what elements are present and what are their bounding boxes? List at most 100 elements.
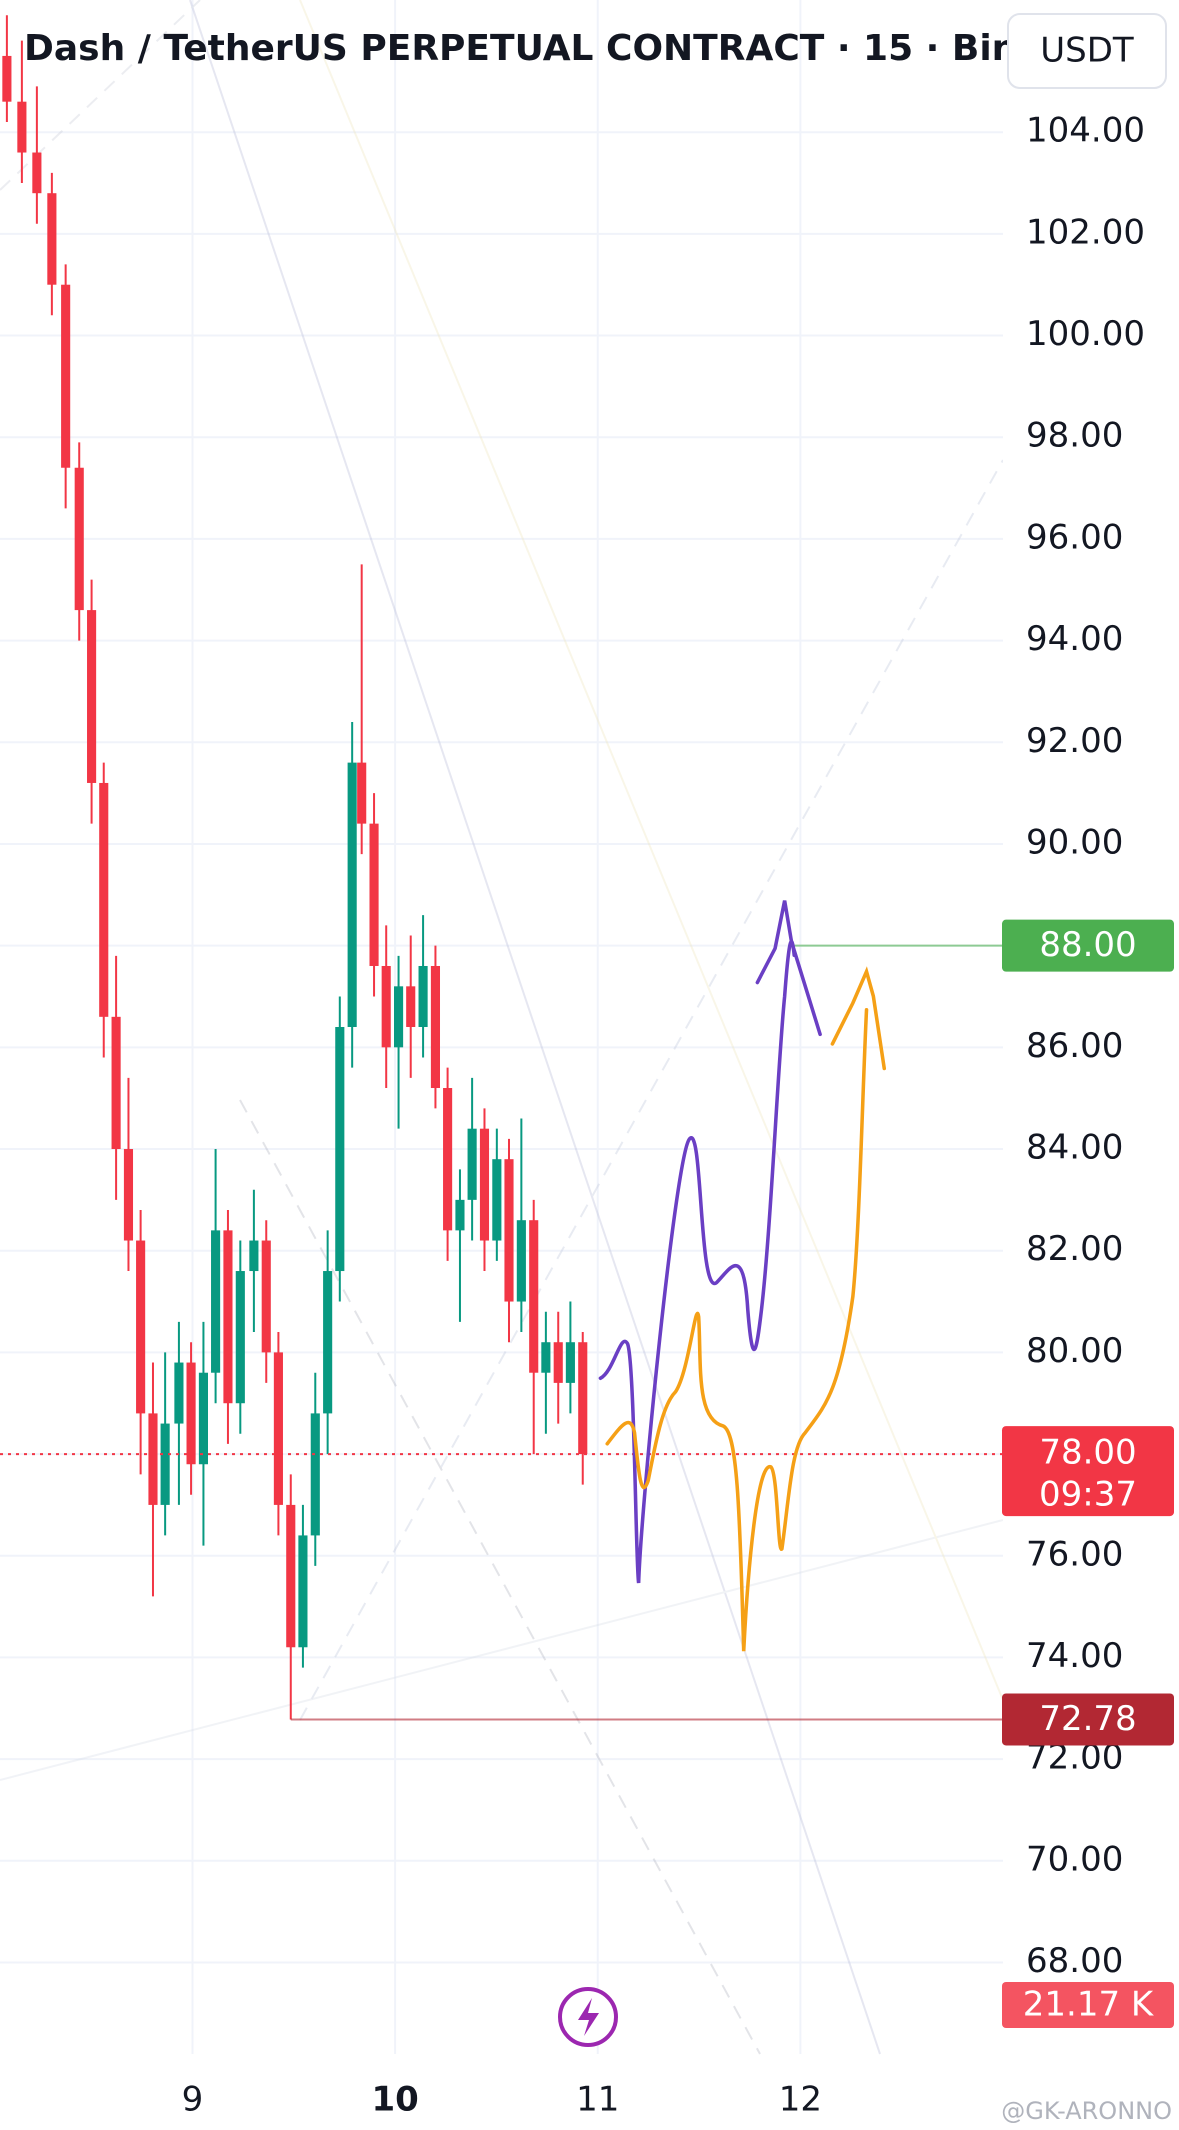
candle-body <box>565 1342 575 1383</box>
candle-body <box>273 1352 283 1505</box>
candle-body <box>430 965 441 1089</box>
price-badge <box>1002 919 1174 972</box>
chart-title: Dash / TetherUS PERPETUAL CONTRACT · 15 … <box>24 28 1113 69</box>
candle-body <box>541 1342 551 1373</box>
scenario-path <box>755 900 822 1037</box>
candle-body <box>406 986 416 1027</box>
candle-body <box>310 1413 320 1536</box>
candle-body <box>249 1240 259 1272</box>
price-lines <box>0 944 1003 1721</box>
candle-body <box>32 152 42 194</box>
candle-body <box>347 762 357 1027</box>
volume-label: 21.17 K <box>1023 1985 1155 2025</box>
currency-label: USDT <box>1040 31 1134 71</box>
y-tick-label: 104.00 <box>1026 111 1145 151</box>
price-badge <box>1002 1426 1174 1517</box>
trend-line <box>299 459 1004 1721</box>
candle-body <box>479 1128 490 1241</box>
candle-body <box>335 1027 345 1272</box>
candle-body <box>323 1271 333 1414</box>
candle-body <box>123 1149 134 1241</box>
trend-line <box>189 0 881 2055</box>
y-tick-label: 102.00 <box>1026 212 1145 252</box>
grid <box>0 0 1003 2054</box>
candle-body <box>61 284 71 468</box>
candle-body <box>174 1362 184 1424</box>
x-tick-label: 9 <box>182 2080 204 2120</box>
price-badge-label: 78.00 <box>1039 1433 1136 1473</box>
watermark: @GK-ARONNO <box>1001 2097 1172 2125</box>
y-tick-label: 100.00 <box>1026 314 1145 354</box>
candle-body <box>111 1016 121 1150</box>
y-tick-label: 84.00 <box>1026 1128 1123 1168</box>
candle-body <box>148 1413 158 1505</box>
x-tick-label: 11 <box>576 2080 619 2120</box>
y-tick-label: 90.00 <box>1026 822 1123 862</box>
trend-line <box>0 0 201 191</box>
candle-body <box>74 467 84 611</box>
candle-body <box>298 1535 308 1648</box>
price-badge <box>1002 1693 1174 1746</box>
candle-body <box>357 762 367 824</box>
candle-body <box>198 1372 208 1465</box>
candle-body <box>492 1159 502 1241</box>
candle-body <box>223 1230 233 1404</box>
candle-body <box>261 1240 271 1353</box>
x-tick-label: 12 <box>779 2080 822 2120</box>
candle-body <box>443 1088 453 1231</box>
candles <box>2 15 588 1720</box>
candle-body <box>99 782 109 1017</box>
candle-body <box>578 1342 588 1455</box>
candle-body <box>504 1159 514 1302</box>
candle-body <box>369 823 379 966</box>
candle-body <box>467 1128 477 1200</box>
volume-badge <box>1002 1982 1174 2028</box>
candle-body <box>17 101 27 153</box>
candle-body <box>87 610 97 783</box>
price-badge-label: 72.78 <box>1039 1699 1136 1739</box>
candle-body <box>553 1342 563 1383</box>
price-badge-label: 88.00 <box>1039 925 1136 965</box>
y-tick-label: 96.00 <box>1026 517 1123 557</box>
hand-drawings <box>598 900 887 1652</box>
scenario-path <box>605 1008 869 1652</box>
candle-body <box>136 1240 146 1414</box>
trend-line <box>299 0 1004 1701</box>
drawings <box>0 0 1004 2055</box>
candle-body <box>211 1230 221 1373</box>
y-tick-label: 74.00 <box>1026 1636 1123 1676</box>
candle-body <box>455 1199 465 1231</box>
candle-body <box>235 1271 245 1404</box>
y-tick-label: 70.00 <box>1026 1839 1123 1879</box>
scenario-path <box>830 966 887 1071</box>
candle-body <box>381 965 391 1048</box>
y-tick-label: 98.00 <box>1026 416 1123 456</box>
y-tick-label: 92.00 <box>1026 721 1123 761</box>
candle-body <box>286 1504 296 1648</box>
y-tick-label: 82.00 <box>1026 1229 1123 1269</box>
countdown-label: 09:37 <box>1039 1475 1137 1515</box>
candle-body <box>516 1220 526 1302</box>
trend-line <box>239 1099 761 2055</box>
trend-line <box>0 1519 1004 1781</box>
candle-body <box>47 193 57 285</box>
y-tick-label: 94.00 <box>1026 619 1123 659</box>
y-tick-label: 86.00 <box>1026 1026 1123 1066</box>
y-tick-label: 80.00 <box>1026 1331 1123 1371</box>
candle-body <box>2 55 12 102</box>
candle-body <box>418 965 428 1027</box>
candle-body <box>394 986 404 1048</box>
candle-body <box>160 1423 170 1505</box>
x-axis: 9 10 11 12 <box>182 2080 822 2120</box>
scenario-path <box>598 939 796 1584</box>
candle-body <box>186 1362 196 1465</box>
bolt-icon <box>578 1998 599 2036</box>
y-tick-label: 76.00 <box>1026 1534 1123 1574</box>
price-axis <box>1003 0 1179 2130</box>
currency-button[interactable] <box>1007 13 1167 89</box>
x-tick-label: 10 <box>371 2080 418 2120</box>
candle-body <box>529 1220 539 1373</box>
